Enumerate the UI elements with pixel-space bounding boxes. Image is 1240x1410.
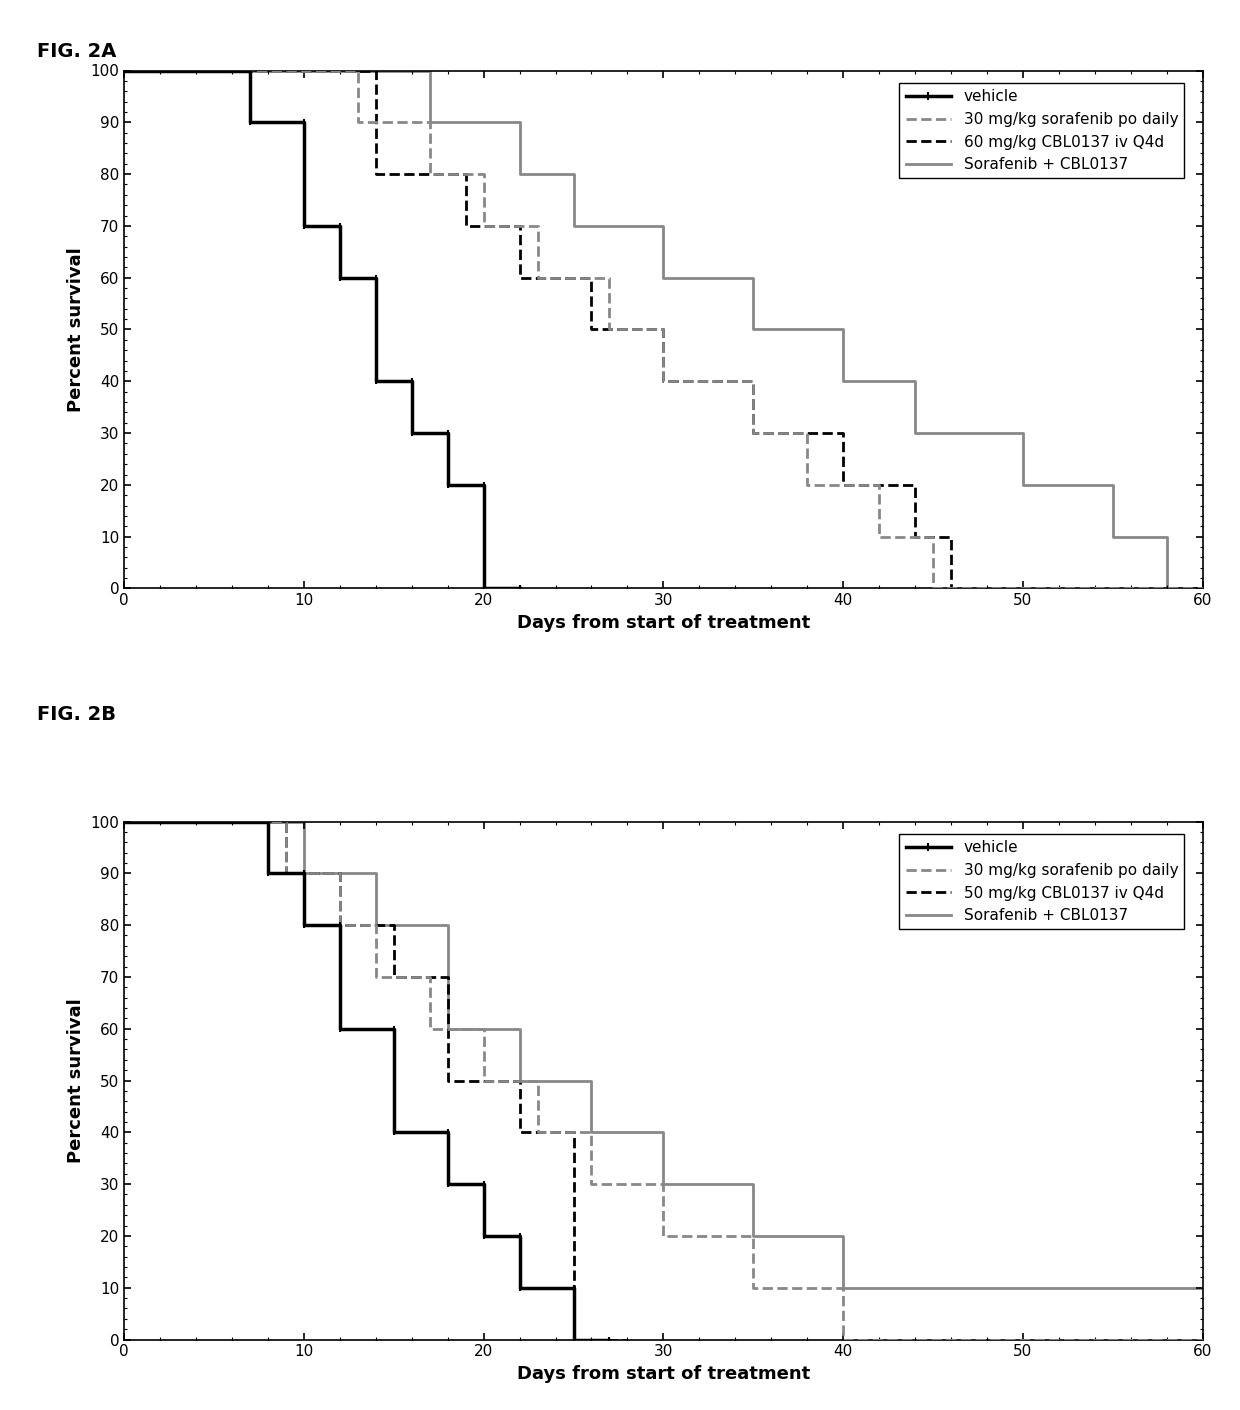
Y-axis label: Percent survival: Percent survival — [67, 998, 84, 1163]
Y-axis label: Percent survival: Percent survival — [67, 247, 84, 412]
Legend: vehicle, 30 mg/kg sorafenib po daily, 60 mg/kg CBL0137 iv Q4d, Sorafenib + CBL01: vehicle, 30 mg/kg sorafenib po daily, 60… — [899, 83, 1184, 179]
Text: FIG. 2A: FIG. 2A — [37, 42, 117, 61]
Legend: vehicle, 30 mg/kg sorafenib po daily, 50 mg/kg CBL0137 iv Q4d, Sorafenib + CBL01: vehicle, 30 mg/kg sorafenib po daily, 50… — [899, 835, 1184, 929]
Text: FIG. 2B: FIG. 2B — [37, 705, 117, 723]
X-axis label: Days from start of treatment: Days from start of treatment — [517, 613, 810, 632]
X-axis label: Days from start of treatment: Days from start of treatment — [517, 1365, 810, 1383]
